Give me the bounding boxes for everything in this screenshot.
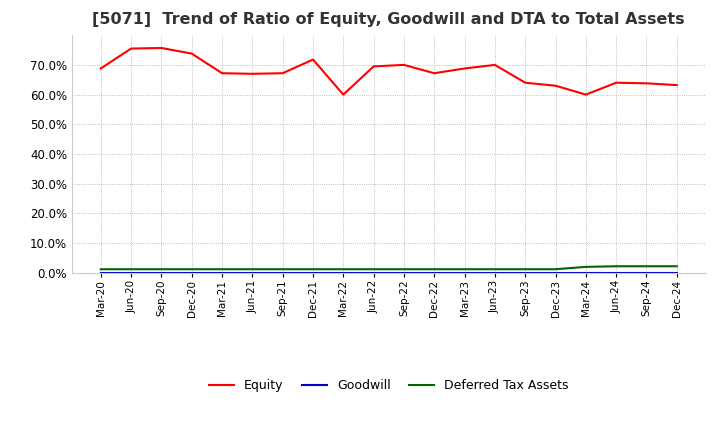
Deferred Tax Assets [552, 267, 560, 272]
Equity [339, 92, 348, 97]
Line: Deferred Tax Assets: Deferred Tax Assets [101, 266, 677, 269]
Deferred Tax Assets [521, 267, 529, 272]
Goodwill [430, 270, 438, 275]
Deferred Tax Assets [157, 267, 166, 272]
Equity [612, 80, 621, 85]
Equity [672, 82, 681, 88]
Equity [279, 70, 287, 76]
Title: [5071]  Trend of Ratio of Equity, Goodwill and DTA to Total Assets: [5071] Trend of Ratio of Equity, Goodwil… [92, 12, 685, 27]
Equity [309, 57, 318, 62]
Deferred Tax Assets [279, 267, 287, 272]
Goodwill [279, 270, 287, 275]
Goodwill [309, 270, 318, 275]
Deferred Tax Assets [309, 267, 318, 272]
Goodwill [521, 270, 529, 275]
Legend: Equity, Goodwill, Deferred Tax Assets: Equity, Goodwill, Deferred Tax Assets [204, 374, 574, 397]
Goodwill [248, 270, 257, 275]
Equity [369, 64, 378, 69]
Equity [217, 70, 226, 76]
Goodwill [460, 270, 469, 275]
Deferred Tax Assets [187, 267, 196, 272]
Equity [521, 80, 529, 85]
Equity [552, 83, 560, 88]
Deferred Tax Assets [672, 264, 681, 269]
Deferred Tax Assets [127, 267, 135, 272]
Equity [400, 62, 408, 67]
Equity [490, 62, 499, 67]
Goodwill [96, 270, 105, 275]
Goodwill [582, 270, 590, 275]
Deferred Tax Assets [217, 267, 226, 272]
Goodwill [339, 270, 348, 275]
Goodwill [187, 270, 196, 275]
Equity [642, 81, 651, 86]
Equity [157, 45, 166, 51]
Equity [187, 51, 196, 56]
Deferred Tax Assets [339, 267, 348, 272]
Deferred Tax Assets [642, 264, 651, 269]
Deferred Tax Assets [400, 267, 408, 272]
Goodwill [612, 270, 621, 275]
Deferred Tax Assets [430, 267, 438, 272]
Equity [96, 66, 105, 71]
Equity [248, 71, 257, 77]
Equity [127, 46, 135, 51]
Goodwill [642, 270, 651, 275]
Deferred Tax Assets [582, 264, 590, 269]
Deferred Tax Assets [612, 264, 621, 269]
Goodwill [552, 270, 560, 275]
Line: Equity: Equity [101, 48, 677, 95]
Deferred Tax Assets [248, 267, 257, 272]
Equity [582, 92, 590, 97]
Goodwill [217, 270, 226, 275]
Equity [430, 70, 438, 76]
Deferred Tax Assets [490, 267, 499, 272]
Equity [460, 66, 469, 71]
Goodwill [400, 270, 408, 275]
Goodwill [490, 270, 499, 275]
Deferred Tax Assets [96, 267, 105, 272]
Goodwill [157, 270, 166, 275]
Goodwill [369, 270, 378, 275]
Goodwill [127, 270, 135, 275]
Deferred Tax Assets [460, 267, 469, 272]
Goodwill [672, 270, 681, 275]
Deferred Tax Assets [369, 267, 378, 272]
